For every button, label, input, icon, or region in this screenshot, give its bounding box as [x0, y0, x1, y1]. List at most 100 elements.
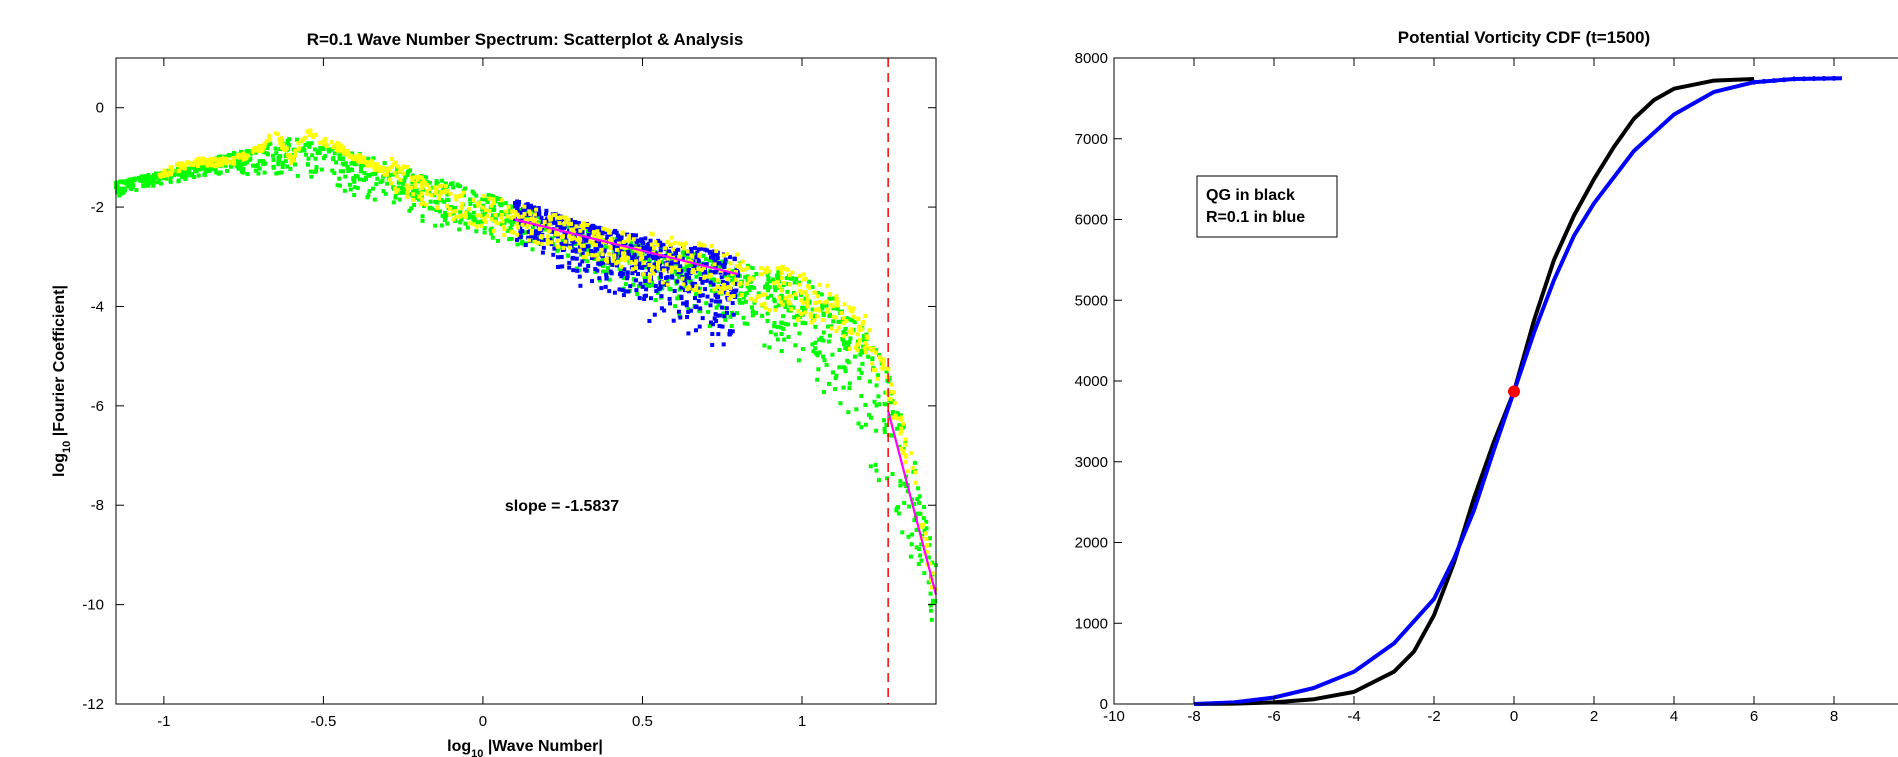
yellow-point: [719, 286, 724, 291]
blue-point: [704, 262, 709, 267]
blue-point: [665, 275, 670, 280]
blue-point: [562, 224, 567, 229]
green-point: [427, 189, 432, 194]
green-point: [756, 291, 761, 296]
yellow-point: [684, 287, 689, 292]
yellow-point: [463, 210, 468, 215]
green-point: [738, 300, 743, 305]
blue-point: [676, 309, 681, 314]
green-point: [631, 282, 636, 287]
blue-point: [646, 248, 650, 253]
green-point: [794, 276, 799, 281]
green-point: [414, 196, 419, 200]
yellow-point: [522, 211, 527, 216]
green-point: [433, 223, 438, 228]
green-point: [784, 276, 789, 280]
green-point: [395, 167, 400, 172]
blue-point: [715, 256, 720, 261]
blue-point: [659, 306, 664, 311]
blue-point: [716, 261, 721, 266]
yellow-point: [445, 189, 450, 193]
blue-point: [597, 276, 602, 281]
green-point: [511, 220, 516, 225]
blue-point: [694, 255, 699, 260]
blue-point: [580, 246, 585, 251]
blue-point: [689, 247, 693, 251]
green-point: [709, 288, 714, 293]
blue-point: [654, 289, 659, 293]
green-point: [472, 191, 477, 196]
green-point: [793, 295, 798, 300]
yellow-point: [198, 156, 203, 161]
green-point: [422, 204, 427, 208]
green-point: [631, 277, 636, 281]
green-point: [842, 366, 847, 371]
green-point: [873, 462, 878, 467]
green-point: [686, 256, 691, 261]
blue-point: [679, 285, 684, 290]
yellow-point: [785, 267, 790, 272]
yellow-point: [318, 140, 323, 145]
yellow-point: [193, 161, 198, 166]
yellow-point: [928, 578, 933, 583]
yellow-point: [169, 170, 174, 175]
yellow-point: [825, 309, 830, 314]
green-point: [399, 186, 404, 191]
yellow-point: [482, 194, 487, 199]
yellow-point: [189, 162, 194, 167]
yellow-point: [489, 203, 494, 208]
green-point: [372, 197, 377, 202]
blue-point: [700, 293, 705, 298]
green-point: [876, 352, 881, 357]
yellow-point: [909, 451, 913, 456]
green-point: [843, 326, 848, 331]
yellow-point: [443, 190, 448, 195]
green-point: [480, 197, 485, 202]
green-point: [928, 591, 933, 596]
green-point: [499, 203, 503, 208]
green-point: [673, 269, 678, 274]
green-point: [869, 415, 873, 420]
green-point: [783, 322, 788, 327]
green-point: [474, 229, 479, 234]
green-point: [864, 346, 869, 351]
green-point: [874, 468, 879, 473]
blue-point: [727, 331, 732, 336]
green-point: [446, 198, 451, 202]
blue-point: [696, 298, 701, 303]
yellow-point: [545, 241, 550, 246]
yellow-point: [590, 234, 595, 239]
blue-point: [515, 237, 519, 242]
green-point: [686, 306, 691, 311]
x-tick-label: -10: [1103, 708, 1125, 725]
yellow-point: [799, 311, 804, 316]
green-point: [915, 497, 920, 501]
green-point: [931, 600, 935, 605]
green-point: [399, 190, 404, 195]
yellow-point: [799, 298, 804, 303]
blue-point: [532, 237, 537, 242]
blue-point: [552, 220, 557, 225]
blue-point: [603, 284, 608, 289]
yellow-point: [650, 265, 655, 270]
green-point: [604, 245, 609, 250]
green-point: [401, 187, 406, 192]
yellow-point: [899, 446, 904, 451]
green-point: [257, 166, 262, 171]
yellow-point: [526, 238, 531, 243]
green-point: [476, 220, 480, 225]
blue-point: [693, 296, 697, 301]
green-point: [797, 331, 802, 336]
yellow-point: [287, 153, 292, 157]
yellow-point: [930, 571, 935, 576]
green-point: [908, 554, 913, 559]
blue-point: [533, 234, 538, 239]
green-point: [861, 338, 866, 343]
yellow-point: [533, 217, 538, 222]
yellow-point: [569, 227, 574, 232]
yellow-point: [451, 209, 456, 214]
green-point: [491, 204, 496, 209]
yellow-point: [158, 174, 163, 179]
green-point: [205, 166, 210, 171]
green-point: [867, 412, 871, 417]
